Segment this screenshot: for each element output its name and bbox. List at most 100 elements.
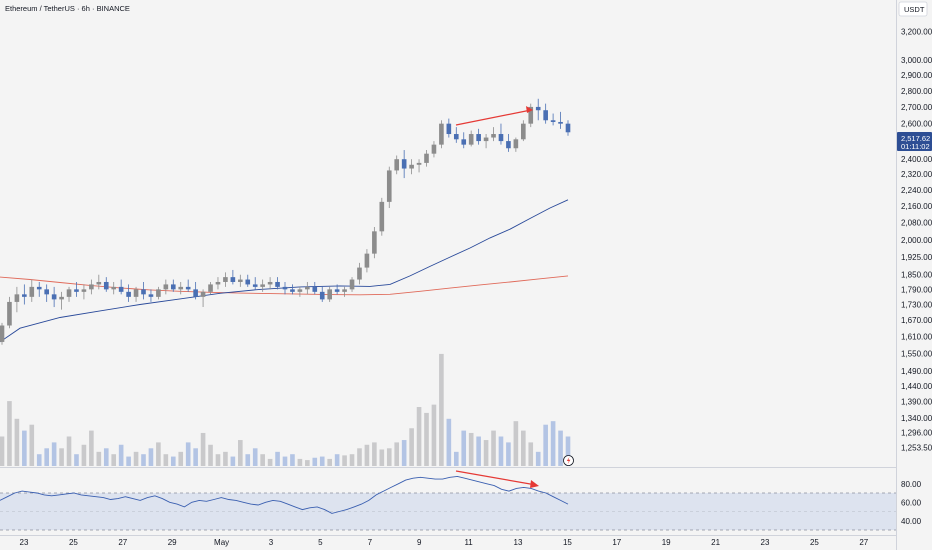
- volume-bar: [431, 404, 437, 466]
- time-tick-label: 25: [810, 538, 819, 547]
- candle-body: [401, 159, 407, 169]
- volume-bar: [565, 436, 571, 466]
- candle-body: [431, 144, 437, 154]
- volume-bar: [74, 454, 79, 466]
- candle-body: [267, 281, 273, 285]
- candle: [0, 322, 5, 345]
- candle: [170, 279, 176, 292]
- candle: [230, 269, 236, 285]
- candle: [312, 281, 318, 295]
- candle: [342, 286, 347, 297]
- volume-bar: [498, 436, 504, 466]
- candle-body: [535, 106, 541, 111]
- candle-body: [103, 281, 109, 290]
- rsi-divergence-line[interactable]: [455, 470, 537, 486]
- candle: [297, 286, 303, 297]
- candle: [66, 286, 72, 302]
- volume-bar: [513, 421, 519, 466]
- price-axis[interactable]: 1,253.50 1,296.00 1,340.00 1,390.00 1,440.00…: [901, 28, 932, 453]
- time-tick-label: 27: [859, 538, 868, 547]
- candle: [372, 227, 377, 259]
- volume-bar: [558, 430, 563, 466]
- candle: [394, 155, 400, 175]
- candle-body: [349, 279, 355, 290]
- price-divergence-arrowhead: [526, 106, 533, 113]
- candle-body: [386, 170, 392, 202]
- rsi-tick-label: 60.00: [901, 498, 922, 507]
- candle: [44, 284, 49, 302]
- lightning-icon[interactable]: [563, 455, 574, 466]
- price-tick-label: 2,080.00: [901, 219, 932, 228]
- candle-body: [51, 294, 57, 300]
- candle: [36, 281, 42, 297]
- volume-bar: [342, 455, 347, 466]
- time-tick-label: 27: [118, 538, 127, 547]
- candle-body: [44, 289, 49, 295]
- candle: [558, 111, 563, 129]
- volume-bar: [357, 448, 362, 466]
- candle-body: [483, 137, 489, 142]
- candle: [96, 274, 102, 290]
- candle-body: [111, 286, 117, 290]
- volume-bar: [170, 456, 176, 466]
- candle-body: [185, 286, 191, 290]
- candle: [513, 137, 519, 152]
- volume-bar: [238, 440, 243, 466]
- time-tick-label: 21: [711, 538, 720, 547]
- candle: [238, 274, 243, 287]
- candle-body: [81, 289, 87, 292]
- volume-bar: [193, 448, 198, 466]
- candle: [51, 286, 57, 308]
- candle-body: [193, 289, 198, 297]
- price-tick-label: 1,490.00: [901, 367, 932, 376]
- candle-body: [59, 296, 64, 300]
- volume-bar: [126, 456, 131, 466]
- time-axis[interactable]: 23 25 27 29 May 3 5 7 9 11 13 15 17 19 21 23 25 27: [20, 538, 869, 547]
- volume-bar: [275, 451, 280, 466]
- candle-body: [394, 159, 400, 171]
- candle-body: [200, 291, 206, 297]
- price-tick-label: 3,000.00: [901, 56, 932, 65]
- candle-body: [148, 294, 154, 297]
- volume-bar: [7, 401, 12, 466]
- price-tick-label: 1,730.00: [901, 301, 932, 310]
- candle-body: [327, 289, 332, 300]
- candle-body: [297, 289, 303, 292]
- rsi-axis: 80.00 60.00 40.00: [901, 480, 922, 526]
- candle-body: [141, 289, 146, 295]
- volume-bar: [379, 449, 385, 466]
- volume-bar: [312, 457, 318, 466]
- candle: [29, 279, 35, 302]
- currency-button[interactable]: USDT: [898, 1, 928, 17]
- price-divergence-line[interactable]: [455, 109, 532, 126]
- candle: [141, 281, 146, 300]
- candle: [386, 166, 392, 209]
- candle-body: [238, 279, 243, 282]
- candle-body: [290, 289, 295, 292]
- volume-bar: [372, 442, 377, 466]
- current-price-value: 2,517.62: [901, 134, 930, 143]
- candle: [126, 284, 131, 302]
- candle-body: [550, 120, 556, 122]
- volume-bar: [44, 448, 49, 466]
- candle-body: [409, 164, 414, 169]
- chart-title: Ethereum / TetherUS · 6h · BINANCE: [5, 4, 130, 13]
- volume-bar: [506, 442, 511, 466]
- volume-bar: [96, 451, 102, 466]
- candle-body: [89, 284, 94, 290]
- price-tick-label: 2,800.00: [901, 87, 932, 96]
- candle-body: [453, 134, 459, 140]
- price-tick-label: 1,925.00: [901, 253, 932, 262]
- price-tick-label: 1,610.00: [901, 332, 932, 341]
- price-tick-label: 1,850.00: [901, 271, 932, 280]
- candle-body: [208, 284, 213, 292]
- candle-body: [468, 134, 474, 145]
- volume-bar: [14, 418, 20, 466]
- candle-body: [215, 281, 221, 285]
- candle: [59, 291, 64, 310]
- candle-body: [260, 284, 265, 287]
- candle: [215, 277, 221, 290]
- divergence-annotations[interactable]: [455, 106, 539, 488]
- volume-bar: [282, 456, 288, 466]
